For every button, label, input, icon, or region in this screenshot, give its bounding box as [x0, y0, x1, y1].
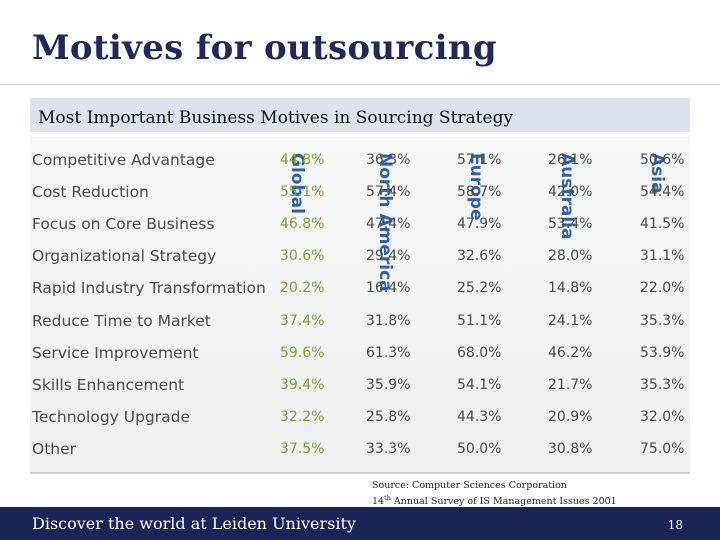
row-label: Cost Reduction — [32, 183, 149, 202]
table-row: Focus on Core Business 46.8% 47.4% 47.9% 53.… — [30, 209, 690, 241]
cell-north-america: 57.4% — [366, 184, 411, 201]
cell-asia: 22.0% — [640, 280, 685, 297]
table-row: Service Improvement 59.6% 61.3% 68.0% 46.2% 5… — [30, 338, 690, 370]
row-label: Service Improvement — [32, 343, 199, 362]
cell-north-america: 36.3% — [366, 152, 411, 168]
cell-australia: 14.8% — [548, 280, 593, 297]
row-label: Other — [32, 439, 77, 458]
cell-europe: 47.9% — [457, 216, 502, 233]
cell-global: 55.1% — [280, 184, 325, 201]
slide-title: Motives for outsourcing — [32, 28, 497, 68]
cell-australia: 53.4% — [548, 216, 593, 233]
cell-australia: 42.0% — [548, 184, 593, 201]
table-row: Technology Upgrade 32.2% 25.8% 44.3% 20.9% 32… — [30, 402, 690, 434]
cell-north-america: 33.3% — [366, 440, 411, 457]
cell-australia: 30.8% — [548, 440, 593, 457]
region-header-north-america: North America — [375, 153, 395, 292]
cell-global: 59.6% — [280, 344, 325, 361]
row-label: Technology Upgrade — [32, 407, 191, 426]
cell-australia: 28.0% — [548, 248, 593, 265]
cell-asia: 41.5% — [640, 216, 685, 233]
page-number: 18 — [667, 518, 683, 532]
cell-asia: 54.4% — [640, 184, 685, 201]
table-row: Cost Reduction 55.1% 57.4% 58.7% 42.0% 54.4% — [30, 177, 690, 209]
cell-global: 46.8% — [280, 216, 325, 233]
cell-europe: 68.0% — [457, 344, 502, 361]
table-row: Organizational Strategy 30.6% 29.4% 32.6% 28… — [30, 241, 690, 273]
title-divider — [0, 84, 720, 85]
cell-global: 44.8% — [280, 152, 325, 168]
source-note: Source: Computer Sciences Corporation 14… — [372, 479, 617, 508]
cell-north-america: 29.4% — [366, 248, 411, 265]
table-subtitle: Most Important Business Motives in Sourc… — [38, 108, 514, 128]
region-header-global: Global — [287, 153, 307, 214]
cell-europe: 51.1% — [457, 312, 502, 329]
cell-asia: 31.1% — [640, 248, 685, 265]
row-label: Skills Enhancement — [32, 375, 185, 394]
row-label: Organizational Strategy — [32, 247, 217, 266]
cell-australia: 20.9% — [548, 408, 593, 425]
cell-north-america: 25.8% — [366, 408, 411, 425]
cell-europe: 44.3% — [457, 408, 502, 425]
cell-asia: 53.9% — [640, 344, 685, 361]
cell-north-america: 16.4% — [366, 280, 411, 297]
table-row: Competitive Advantage 44.8% 36.3% 57.1% 26.1… — [30, 145, 690, 177]
cell-north-america: 35.9% — [366, 376, 411, 393]
motives-table: Global North America Europe Australia As… — [30, 137, 690, 474]
table-row: Skills Enhancement 39.4% 35.9% 54.1% 21.7% 35… — [30, 370, 690, 402]
cell-europe: 58.7% — [457, 184, 502, 201]
cell-europe: 25.2% — [457, 280, 502, 297]
footer-text: Discover the world at Leiden University — [32, 514, 356, 533]
cell-global: 30.6% — [280, 248, 325, 265]
cell-asia: 35.3% — [640, 312, 685, 329]
source-line-1: Source: Computer Sciences Corporation — [372, 480, 567, 491]
cell-australia: 21.7% — [548, 376, 593, 393]
cell-australia: 26.1% — [548, 152, 593, 168]
cell-north-america: 61.3% — [366, 344, 411, 361]
cell-europe: 32.6% — [457, 248, 502, 265]
cell-asia: 35.3% — [640, 376, 685, 393]
cell-global: 32.2% — [280, 408, 325, 425]
row-label: Rapid Industry Transformation — [32, 279, 266, 298]
cell-asia: 50.6% — [640, 152, 685, 168]
row-label: Reduce Time to Market — [32, 311, 211, 330]
row-label: Competitive Advantage — [32, 151, 215, 169]
cell-australia: 46.2% — [548, 344, 593, 361]
footer-bar — [0, 507, 720, 540]
table-row: Rapid Industry Transformation 20.2% 16.4% 2… — [30, 273, 690, 305]
cell-north-america: 47.4% — [366, 216, 411, 233]
cell-europe: 57.1% — [457, 152, 502, 168]
region-header-europe: Europe — [466, 153, 486, 221]
cell-europe: 54.1% — [457, 376, 502, 393]
cell-global: 20.2% — [280, 280, 325, 297]
cell-asia: 32.0% — [640, 408, 685, 425]
cell-global: 39.4% — [280, 376, 325, 393]
region-header-australia: Australia — [557, 153, 577, 240]
table-row: Reduce Time to Market 37.4% 31.8% 51.1% 24.1… — [30, 306, 690, 338]
table-row: Other 37.5% 33.3% 50.0% 30.8% 75.0% — [30, 434, 690, 466]
cell-north-america: 31.8% — [366, 312, 411, 329]
subtitle-band — [30, 98, 690, 132]
cell-australia: 24.1% — [548, 312, 593, 329]
cell-asia: 75.0% — [640, 440, 685, 457]
row-label: Focus on Core Business — [32, 215, 215, 234]
cell-global: 37.5% — [280, 440, 325, 457]
source-line-2: 14th Annual Survey of IS Management Issu… — [372, 494, 617, 508]
region-header-asia: Asia — [647, 153, 667, 194]
cell-europe: 50.0% — [457, 440, 502, 457]
cell-global: 37.4% — [280, 312, 325, 329]
